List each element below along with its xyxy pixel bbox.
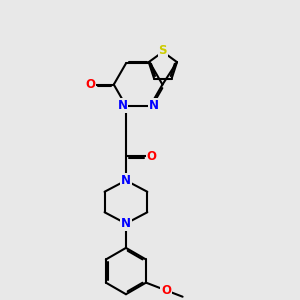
Text: O: O bbox=[146, 150, 157, 163]
Text: N: N bbox=[149, 99, 159, 112]
Text: O: O bbox=[85, 78, 95, 91]
Text: N: N bbox=[117, 99, 128, 112]
Text: N: N bbox=[121, 217, 131, 230]
Text: N: N bbox=[121, 174, 131, 187]
Text: S: S bbox=[159, 44, 167, 57]
Text: O: O bbox=[161, 284, 171, 297]
